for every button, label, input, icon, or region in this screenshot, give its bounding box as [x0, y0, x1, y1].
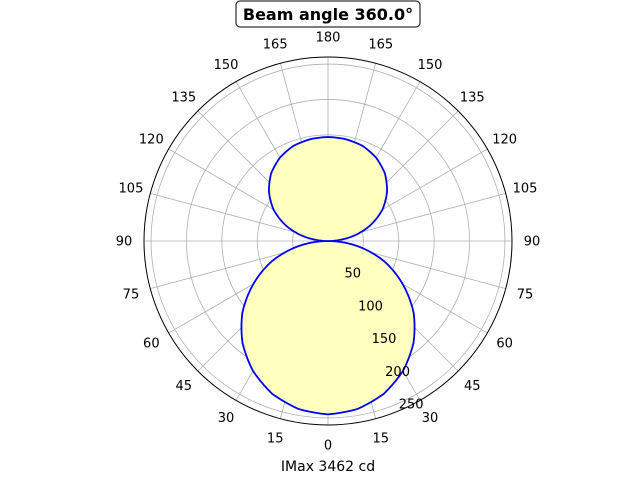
angle-tick-label: 60	[496, 337, 513, 352]
angle-tick-label: 135	[460, 90, 485, 105]
radial-tick-labels: 50 100 150 200 250	[345, 267, 424, 413]
intensity-curve	[240, 136, 416, 416]
radial-tick-label: 50	[345, 267, 362, 282]
radial-tick-label: 200	[385, 365, 410, 380]
radial-tick-label: 250	[399, 397, 424, 412]
angle-tick-label: 15	[267, 432, 284, 447]
angle-tick-label: 90	[524, 235, 541, 250]
angle-tick-label: 165	[263, 37, 288, 52]
angle-tick-label: 75	[517, 287, 534, 302]
chart-title-box: Beam angle 360.0°	[235, 0, 421, 28]
angle-tick-label: 150	[214, 58, 239, 73]
angle-tick-label: 105	[119, 182, 144, 197]
angle-tick-label: 120	[139, 133, 164, 148]
angle-tick-label: 45	[464, 379, 481, 394]
angle-tick-label: 135	[171, 90, 196, 105]
polar-frame	[143, 56, 513, 426]
angle-tick-label: 15	[373, 432, 390, 447]
angle-tick-label: 90	[116, 235, 133, 250]
angle-tick-label: 150	[418, 58, 443, 73]
angle-tick-label: 60	[143, 337, 160, 352]
angle-tick-label: 30	[218, 411, 235, 426]
angle-tick-label: 75	[123, 287, 140, 302]
radial-tick-label: 150	[372, 332, 397, 347]
chart-title: Beam angle 360.0°	[243, 5, 413, 24]
angle-tick-label: 0	[324, 439, 332, 454]
intensity-fill-area	[241, 136, 415, 415]
angle-tick-labels: 0 15 30 45 60 75 90 105 120 135 150 165 180 165 150 135…	[116, 31, 541, 454]
angle-tick-label: 120	[492, 133, 517, 148]
angle-tick-label: 105	[513, 182, 538, 197]
radial-tick-label: 100	[358, 299, 383, 314]
angle-tick-label: 180	[316, 31, 341, 46]
x-axis-label: IMax 3462 cd	[281, 459, 375, 475]
angle-tick-label: 45	[175, 379, 192, 394]
angle-tick-label: 30	[422, 411, 439, 426]
angle-tick-label: 165	[368, 37, 393, 52]
